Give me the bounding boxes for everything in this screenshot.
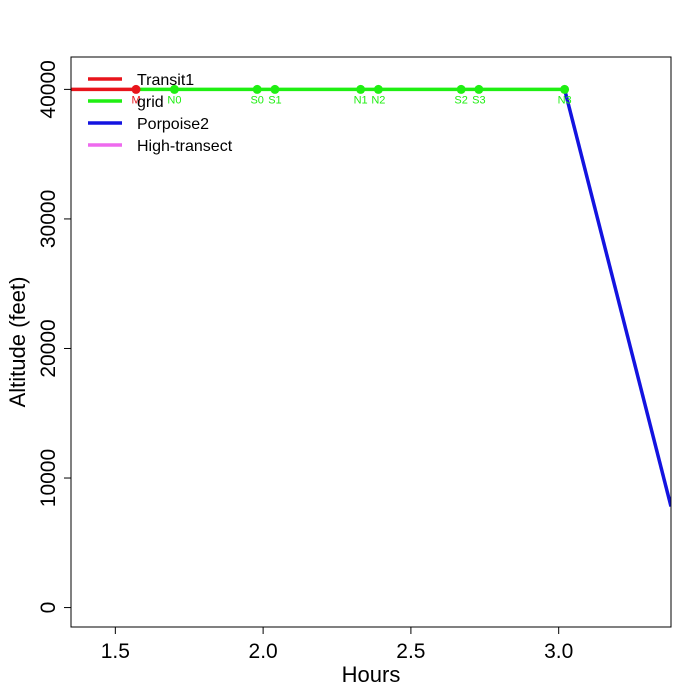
legend: Transit1 grid Porpoise2 High-transect — [88, 72, 233, 155]
legend-label-transit1: Transit1 — [137, 72, 194, 89]
waypoint-label-n2: N2 — [371, 94, 385, 106]
legend-label-porpoise2: Porpoise2 — [137, 116, 209, 133]
series-line-porpoise2 — [562, 88, 671, 507]
x-axis: 1.5 2.0 2.5 3.0 — [101, 626, 573, 663]
y-tick-label: 40000 — [37, 60, 60, 118]
waypoint-label-s0: S0 — [250, 94, 263, 106]
waypoint-marker-s3 — [474, 84, 484, 94]
waypoint-label-n3: N3 — [558, 94, 572, 106]
y-axis-title: Altitude (feet) — [5, 277, 30, 408]
waypoint-marker-n3 — [560, 84, 570, 94]
x-tick-label: 2.5 — [396, 640, 425, 663]
waypoint-label-m: M — [131, 94, 140, 106]
waypoint-marker-m — [131, 84, 141, 94]
waypoint-marker-s0 — [252, 84, 262, 94]
waypoint-label-n1: N1 — [354, 94, 368, 106]
y-tick-label: 20000 — [37, 319, 60, 377]
x-tick-label: 2.0 — [249, 640, 278, 663]
waypoint-label-s3: S3 — [472, 94, 485, 106]
waypoint-layer: M N0 S0 S1 N1 N2 S2 S3 N3 — [131, 84, 572, 106]
waypoint-label-s1: S1 — [268, 94, 281, 106]
waypoint-marker-s2 — [456, 84, 466, 94]
waypoint-marker-n0 — [169, 84, 179, 94]
x-tick-label: 3.0 — [544, 640, 573, 663]
y-tick-label: 30000 — [37, 190, 60, 248]
waypoint-label-s2: S2 — [454, 94, 467, 106]
legend-label-grid: grid — [137, 94, 164, 111]
waypoint-marker-n1 — [356, 84, 366, 94]
series-layer — [71, 87, 671, 507]
legend-label-high-transect: High-transect — [137, 138, 233, 155]
waypoint-marker-n2 — [373, 84, 383, 94]
x-axis-title: Hours — [342, 662, 401, 687]
y-tick-label: 10000 — [37, 449, 60, 507]
y-tick-label: 0 — [37, 602, 60, 614]
waypoint-marker-s1 — [270, 84, 280, 94]
y-axis: 0 10000 20000 30000 40000 — [37, 60, 72, 614]
waypoint-label-n0: N0 — [167, 94, 181, 106]
x-tick-label: 1.5 — [101, 640, 130, 663]
